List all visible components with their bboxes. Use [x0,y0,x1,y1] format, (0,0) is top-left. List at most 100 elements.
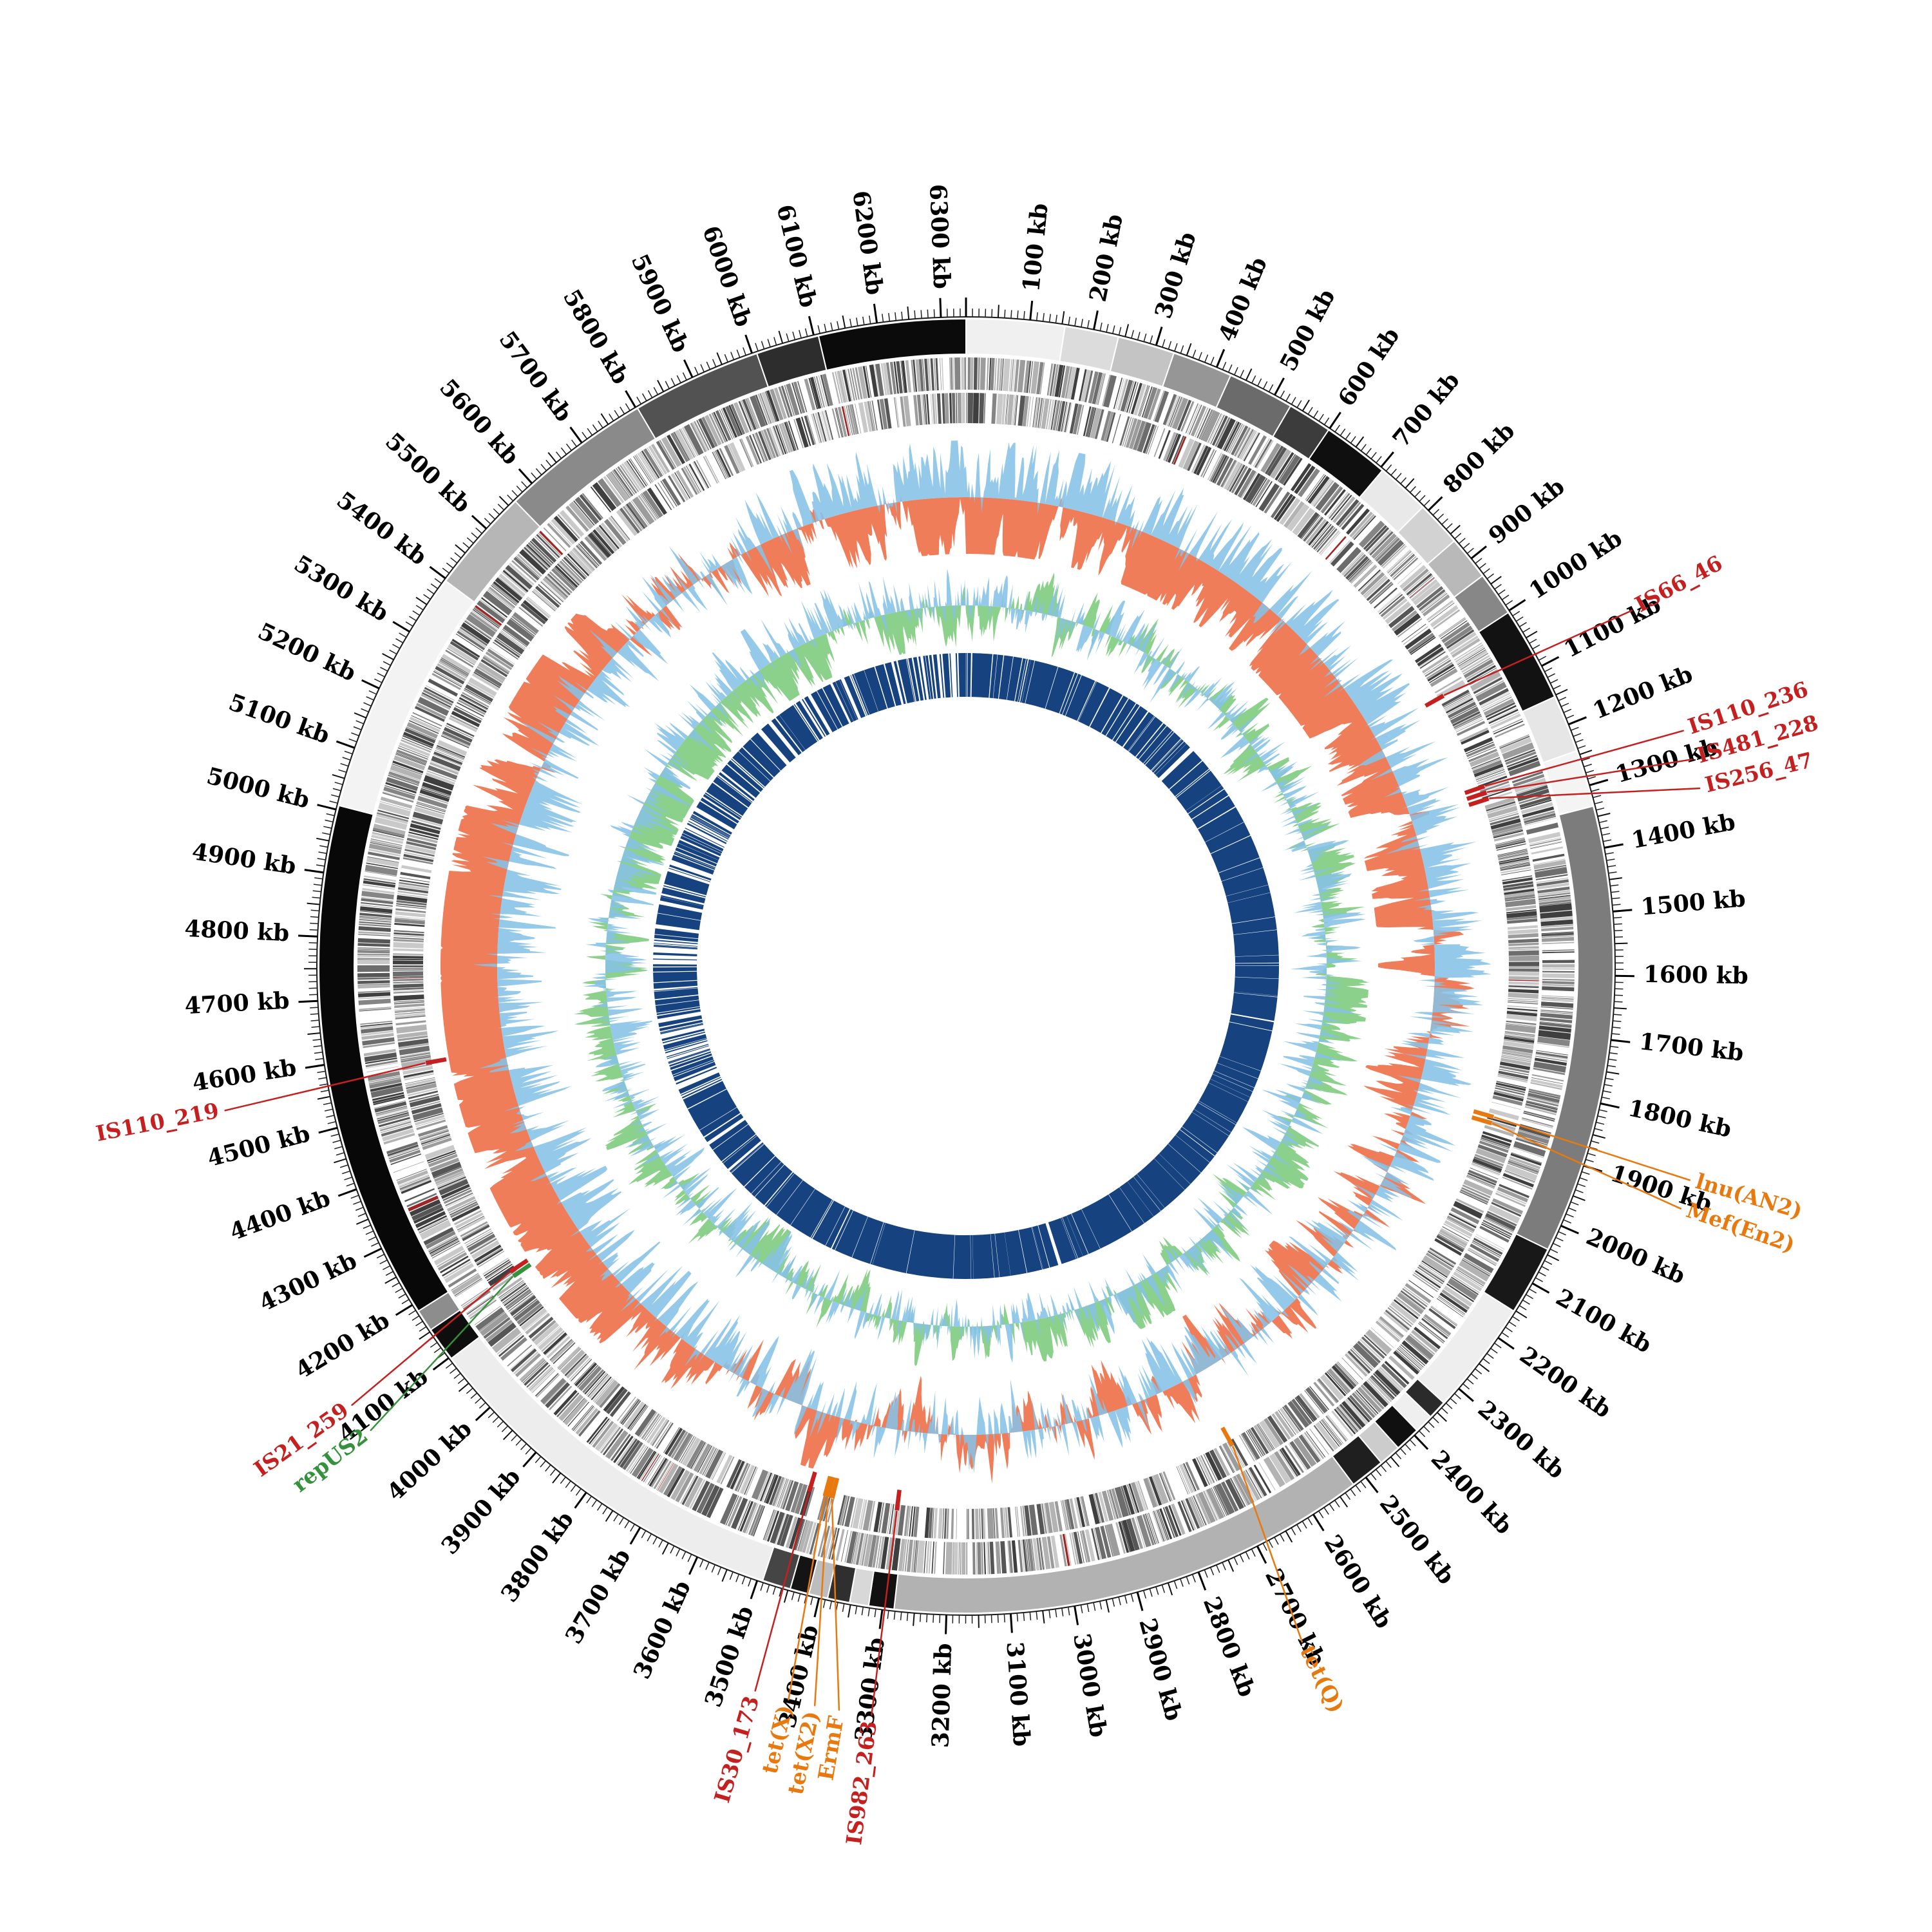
annotation-marker [822,1475,833,1497]
tick-label: 4500 kb [205,1120,313,1172]
annotation-marker [1464,784,1486,795]
tick-label: 2600 kb [1319,1530,1398,1633]
tick-label: 2900 kb [1133,1615,1187,1723]
annotation-marker [1220,1426,1235,1447]
annotation-leader-line [788,1497,826,1701]
tick-label: 5900 kb [626,250,695,356]
tick-label: 6000 kb [697,222,757,330]
annotation-marker [509,1258,529,1274]
annotation-label: IS110_219 [94,1098,221,1146]
tick-label: 500 kb [1274,285,1340,375]
tick-label: 6300 kb [924,184,955,289]
annotation-marker [1471,1115,1493,1126]
contig-segment [1109,336,1175,388]
identity-segments [652,652,1280,1279]
annotation-leader-line [754,1492,810,1692]
annotation-leader-line [224,1062,426,1112]
tick-label: 5600 kb [434,374,524,470]
tick-label: 400 kb [1213,253,1273,345]
tick-label: 900 kb [1484,473,1570,549]
tick-label: 2400 kb [1426,1445,1518,1540]
tick-label: 4200 kb [290,1307,394,1385]
annotation-marker [1425,694,1445,708]
tick-label: 4700 kb [184,987,290,1020]
contig-segment [817,317,967,372]
tick-label: 5300 kb [289,550,393,627]
tick-label: 5200 kb [254,618,360,687]
tick-label: 5000 kb [204,762,312,814]
contig-segment [338,580,475,815]
annotation-marker [807,1471,817,1493]
tick-label: 3600 kb [628,1577,696,1683]
annotation-label: IS66_46 [1631,550,1727,617]
tick-ring [298,298,1634,1634]
minor-ticks [308,308,1624,1624]
tick-label: 1400 kb [1629,808,1738,854]
tick-label: 6200 kb [847,189,888,296]
tick-label: 200 kb [1084,212,1128,304]
tick-label: 1600 kb [1643,961,1748,990]
annotation-markers [425,694,1494,1511]
major-ticks [298,298,1634,1634]
tick-label: 6100 kb [771,202,822,310]
tick-label: 100 kb [1018,202,1053,293]
contig-segment [755,335,828,388]
tick-label: 1700 kb [1638,1028,1745,1066]
tick-label: 700 kb [1387,367,1464,453]
annotation-marker [425,1057,447,1065]
contig-segment [965,317,1066,363]
annotation-leader-line [1486,758,1693,793]
tick-label: 2800 kb [1198,1593,1261,1701]
annotation-marker [895,1490,902,1511]
tick-label: 4600 kb [191,1054,298,1096]
tick-label: 3700 kb [560,1544,636,1649]
tick-label: 2500 kb [1374,1490,1460,1589]
annotation-leader-line [871,1510,898,1716]
tick-label: 3800 kb [496,1506,579,1607]
annotation-label: IS30_173 [709,1693,764,1806]
annotation-leader-line [831,1498,840,1711]
tick-label: 5100 kb [225,688,333,749]
mid-ticks [303,305,1628,1628]
identity-ring [652,652,1280,1279]
annotation-label: IS982_263 [841,1719,882,1846]
annotation-marker [1473,1109,1494,1119]
tick-label: 1800 kb [1625,1094,1734,1142]
tick-label: 3500 kb [699,1602,759,1710]
tick-label: 4400 kb [226,1184,334,1245]
tick-label: 3100 kb [1001,1641,1035,1747]
tick-label: 4800 kb [184,915,290,947]
tick-label: 3900 kb [436,1463,526,1560]
tick-label: 1500 kb [1640,885,1747,920]
tick-label: 800 kb [1438,417,1520,499]
tick-label: 5500 kb [380,428,476,518]
annotation-leader-line [1492,1122,1682,1210]
tick-label: 300 kb [1150,229,1201,321]
tick-label: 3000 kb [1068,1631,1112,1739]
tick-label: 2100 kb [1551,1283,1656,1358]
annotation-leader-line [351,1271,511,1406]
tick-label: 600 kb [1333,323,1405,412]
tick-label: 4000 kb [382,1416,477,1506]
tick-label: 1000 kb [1524,525,1627,605]
gene-ring-reverse [392,392,1540,1540]
annotation-leader-line [1232,1446,1303,1643]
tick-label: 5700 kb [493,327,577,427]
annotation-leader-line [1484,730,1684,787]
tick-label: 5800 kb [558,285,634,389]
tick-label: 4300 kb [255,1247,361,1317]
tick-label: 2000 kb [1582,1223,1689,1290]
annotation-marker [1468,796,1490,807]
tick-label: 1200 kb [1589,660,1696,724]
annotation-marker [830,1477,840,1499]
annotation-leader-line [813,1497,829,1707]
tick-label: 3200 kb [927,1643,957,1748]
annotation-leader-line [1443,609,1633,696]
tick-label: 4900 kb [190,838,298,880]
annotation-marker [512,1262,532,1278]
contig-ring [318,317,1614,1614]
annotation-label: tet(Q) [1295,1642,1349,1717]
tick-label: 2200 kb [1515,1341,1616,1424]
